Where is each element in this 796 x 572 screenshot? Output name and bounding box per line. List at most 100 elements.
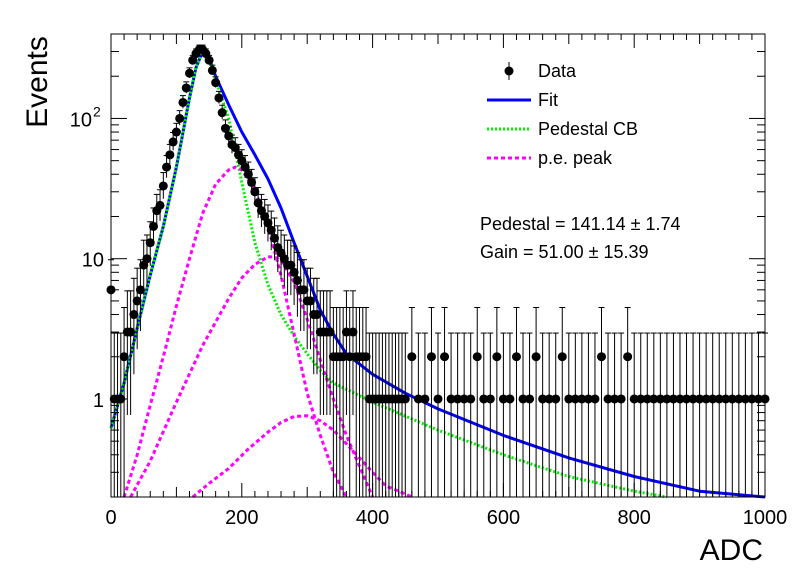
legend-label-data: Data bbox=[538, 61, 577, 81]
data-point bbox=[129, 310, 139, 320]
data-point bbox=[440, 352, 450, 362]
data-point bbox=[727, 394, 737, 404]
data-point bbox=[557, 352, 567, 362]
data-point bbox=[270, 233, 279, 243]
data-point bbox=[142, 254, 152, 264]
y-tick-label: 10 bbox=[70, 109, 92, 131]
data-point bbox=[544, 394, 554, 404]
data-point bbox=[420, 394, 430, 404]
data-point bbox=[214, 93, 224, 103]
data-point bbox=[649, 394, 659, 404]
x-tick-label: 800 bbox=[618, 507, 651, 529]
data-point bbox=[642, 394, 652, 404]
data-point bbox=[181, 83, 191, 93]
data-point bbox=[682, 394, 692, 404]
data-point bbox=[126, 327, 136, 337]
pedestal-annotation: Pedestal = 141.14 ± 1.74 bbox=[480, 214, 681, 234]
y-tick-label: 10 bbox=[82, 250, 104, 272]
x-axis: 0 200 400 600 800 1000 bbox=[105, 34, 787, 529]
data-points-layer bbox=[106, 44, 770, 497]
data-point bbox=[175, 113, 185, 123]
data-point bbox=[325, 327, 335, 337]
legend-label-pedestal-cb: Pedestal CB bbox=[538, 119, 638, 139]
data-point bbox=[564, 394, 574, 404]
data-point bbox=[361, 352, 371, 362]
legend-label-fit: Fit bbox=[538, 90, 558, 110]
data-point bbox=[590, 394, 600, 404]
y-axis-title: Events bbox=[21, 36, 54, 128]
data-point bbox=[207, 65, 217, 75]
data-point bbox=[211, 78, 221, 88]
data-point bbox=[178, 97, 188, 107]
data-point bbox=[135, 285, 145, 295]
data-point bbox=[168, 137, 178, 147]
x-tick-label: 400 bbox=[356, 507, 389, 529]
data-point bbox=[570, 394, 580, 404]
data-point bbox=[721, 394, 731, 404]
data-point bbox=[289, 267, 299, 277]
data-point bbox=[230, 143, 240, 153]
data-point bbox=[616, 394, 626, 404]
data-point bbox=[247, 177, 257, 187]
data-point bbox=[348, 327, 358, 337]
data-point bbox=[184, 68, 194, 78]
data-point bbox=[466, 394, 476, 404]
x-tick-label: 1000 bbox=[743, 507, 788, 529]
data-point bbox=[668, 394, 678, 404]
data-point bbox=[603, 394, 613, 404]
data-point bbox=[610, 394, 620, 404]
data-point bbox=[132, 296, 142, 306]
data-point bbox=[312, 310, 322, 320]
data-point bbox=[597, 352, 606, 362]
data-point bbox=[345, 352, 355, 362]
data-point bbox=[629, 394, 639, 404]
data-point bbox=[498, 394, 508, 404]
data-point bbox=[341, 327, 351, 337]
data-point bbox=[551, 394, 561, 404]
data-point bbox=[162, 162, 172, 172]
data-point bbox=[253, 198, 263, 208]
data-point bbox=[472, 352, 482, 362]
series-line-p-e-peak-1 bbox=[122, 165, 348, 498]
data-point bbox=[158, 181, 168, 191]
data-point bbox=[400, 394, 410, 404]
data-point bbox=[155, 200, 165, 210]
data-point bbox=[662, 394, 672, 404]
data-point bbox=[446, 394, 456, 404]
gain-annotation: Gain = 51.00 ± 15.39 bbox=[480, 242, 649, 262]
data-point bbox=[525, 394, 535, 404]
data-point bbox=[224, 131, 234, 141]
data-point bbox=[217, 108, 227, 118]
data-point bbox=[492, 352, 502, 362]
y-tick-label-exponent: 2 bbox=[93, 103, 101, 119]
data-point bbox=[459, 394, 469, 404]
legend-marker-data bbox=[504, 66, 514, 76]
legend-label-p-e-peak: p.e. peak bbox=[538, 148, 613, 168]
data-point bbox=[305, 296, 315, 306]
data-point bbox=[250, 187, 260, 197]
data-point bbox=[204, 55, 214, 65]
data-point bbox=[734, 394, 744, 404]
data-point bbox=[695, 394, 705, 404]
data-point bbox=[675, 394, 685, 404]
series-line-p-e-peak-2 bbox=[129, 255, 374, 498]
data-point bbox=[636, 394, 646, 404]
data-point bbox=[433, 394, 443, 404]
data-point bbox=[299, 285, 309, 295]
data-point bbox=[407, 352, 417, 362]
x-tick-label: 600 bbox=[487, 507, 520, 529]
data-point bbox=[518, 394, 528, 404]
data-point bbox=[292, 275, 302, 285]
x-axis-title: ADC bbox=[700, 534, 763, 567]
data-point bbox=[688, 394, 698, 404]
data-point bbox=[708, 394, 718, 404]
data-point bbox=[119, 352, 129, 362]
data-point bbox=[505, 394, 515, 404]
data-point bbox=[266, 225, 276, 235]
data-point bbox=[171, 127, 181, 137]
data-point bbox=[577, 394, 587, 404]
data-point bbox=[149, 221, 159, 231]
data-point bbox=[413, 394, 423, 404]
